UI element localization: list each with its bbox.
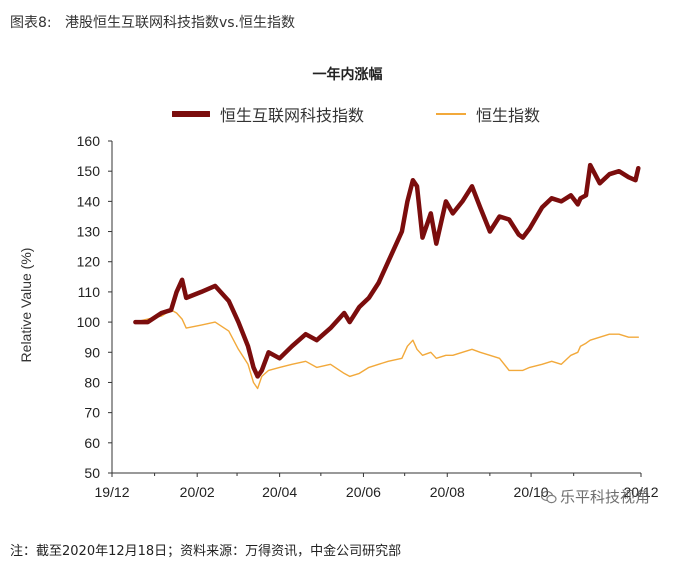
y-tick-label: 60 <box>84 435 100 451</box>
figure-title: 图表8: 港股恒生互联网科技指数vs.恒生指数 <box>10 15 296 31</box>
watermark: 乐平科技视角 <box>541 486 650 507</box>
y-tick-label: 100 <box>77 314 101 330</box>
legend-swatch-series-1 <box>172 111 210 117</box>
y-tick-label: 50 <box>84 465 100 481</box>
legend-item-series-2: 恒生指数 <box>436 102 540 126</box>
chart-title: 一年内涨幅 <box>312 67 383 83</box>
y-tick-label: 140 <box>77 193 101 209</box>
axes <box>111 141 641 474</box>
x-tick-label: 20/02 <box>180 484 215 500</box>
x-ticks: 19/12 20/02 20/04 20/06 20/08 20/10 20/12 <box>94 473 659 500</box>
y-tick-label: 70 <box>84 405 100 421</box>
legend: 恒生互联网科技指数 恒生指数 <box>0 102 695 128</box>
y-tick-label: 90 <box>84 344 100 360</box>
y-tick-label: 120 <box>77 254 101 270</box>
legend-label-series-2: 恒生指数 <box>476 106 541 125</box>
x-tick-label: 19/12 <box>94 484 129 500</box>
y-tick-label: 150 <box>77 163 101 179</box>
x-tick-label: 20/08 <box>430 484 465 500</box>
y-tick-label: 130 <box>77 224 101 240</box>
wechat-icon <box>541 490 557 503</box>
x-tick-label: 20/12 <box>623 484 658 500</box>
y-tick-label: 110 <box>78 284 101 300</box>
series-lines <box>133 162 641 390</box>
footnote: 注：截至2020年12月18日；资料来源：万得资讯，中金公司研究部 <box>10 544 402 559</box>
legend-label-series-1: 恒生互联网科技指数 <box>220 106 365 125</box>
legend-item-series-1: 恒生互联网科技指数 <box>172 102 364 126</box>
x-tick-label: 20/06 <box>346 484 381 500</box>
y-tick-label: 80 <box>84 374 100 390</box>
x-tick-label: 20/10 <box>514 484 549 500</box>
y-ticks: 50 60 70 80 90 100 110 120 130 140 150 160 <box>77 133 112 481</box>
watermark-text: 乐平科技视角 <box>560 488 651 506</box>
series-line-1 <box>133 162 641 379</box>
y-tick-label: 160 <box>77 133 101 149</box>
series-line-2 <box>134 309 639 390</box>
x-tick-label: 20/04 <box>262 484 297 500</box>
legend-swatch-series-2 <box>436 113 466 115</box>
